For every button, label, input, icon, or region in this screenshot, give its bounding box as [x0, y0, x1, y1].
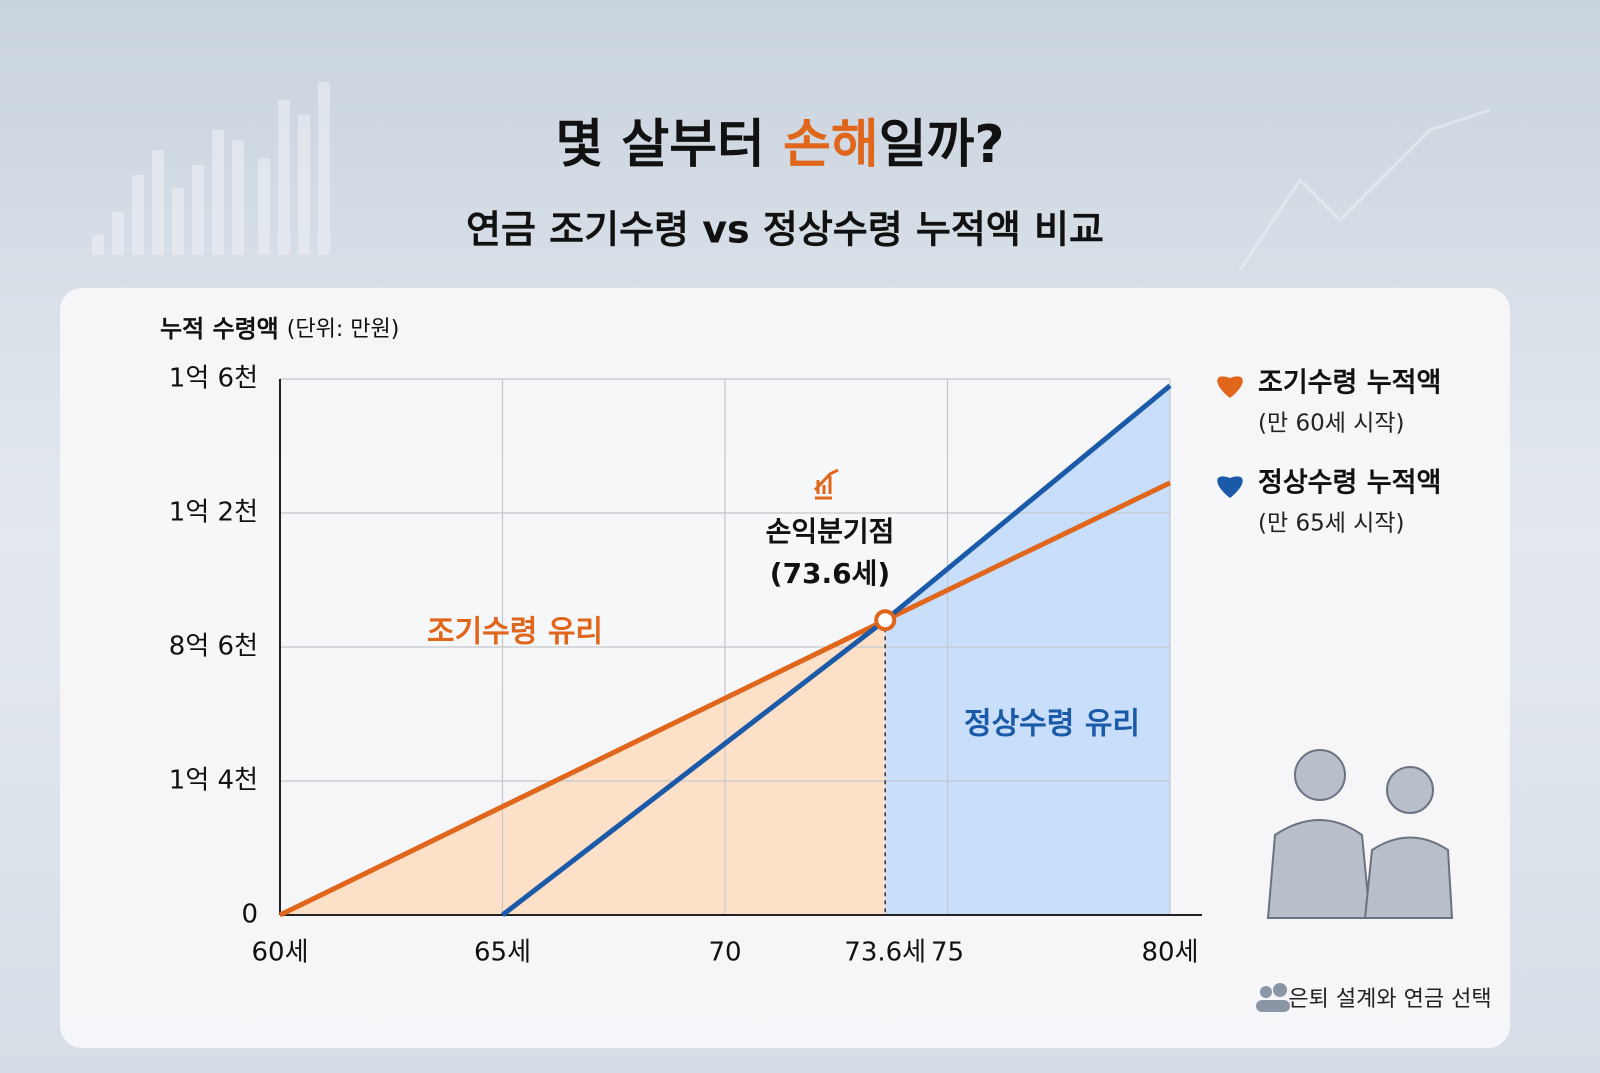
breakeven-icon: [813, 468, 839, 500]
legend-swatch: [1217, 476, 1243, 498]
legend-swatch: [1217, 376, 1243, 398]
title-highlight: 손해: [783, 115, 879, 175]
region-label: 조기수령 유리: [427, 615, 603, 650]
legend-note: (만 65세 시작): [1258, 511, 1404, 537]
footer-icon: [1256, 983, 1290, 1012]
breakeven-point: [874, 609, 897, 632]
breakeven-label: 손익분기점: [766, 515, 895, 548]
subtitle: 연금 조기수령 vs 정상수령 누적액 비교: [466, 208, 1104, 252]
legend-label: 조기수령 누적액: [1258, 368, 1441, 399]
x-tick-label: 60세: [251, 938, 308, 968]
y-tick-label: 1억 4천: [169, 766, 258, 796]
x-tick-label: 73.6세: [844, 938, 926, 968]
x-tick-label: 80세: [1141, 938, 1198, 968]
y-tick-label: 1억 6천: [169, 364, 258, 394]
breakeven-value: (73.6세): [770, 557, 890, 590]
x-tick-label: 65세: [474, 938, 531, 968]
x-tick-label: 70: [708, 938, 741, 968]
title-part: 일까?: [879, 115, 1005, 175]
region-label: 정상수령 유리: [964, 707, 1140, 742]
y-unit: (단위: 만원): [287, 317, 400, 342]
x-tick-label: 75: [931, 938, 964, 968]
legend-label: 정상수령 누적액: [1258, 468, 1441, 499]
decor-bars: [92, 82, 1491, 271]
title-part: 몇 살부터: [555, 115, 783, 175]
y-tick-label: 8억 6천: [169, 632, 258, 662]
people-illustration: [1266, 749, 1454, 919]
legend-note: (만 60세 시작): [1258, 411, 1404, 437]
y-axis-label: 누적 수령액 (단위: 만원): [160, 315, 399, 343]
chart-title: 몇 살부터 손해일까?: [555, 115, 1004, 175]
y-label: 누적 수령액: [160, 315, 279, 343]
footer: 은퇴 설계와 연금 선택: [1288, 987, 1491, 1012]
y-tick-label: 1억 2천: [169, 498, 258, 528]
y-tick-label: 0: [241, 900, 258, 930]
